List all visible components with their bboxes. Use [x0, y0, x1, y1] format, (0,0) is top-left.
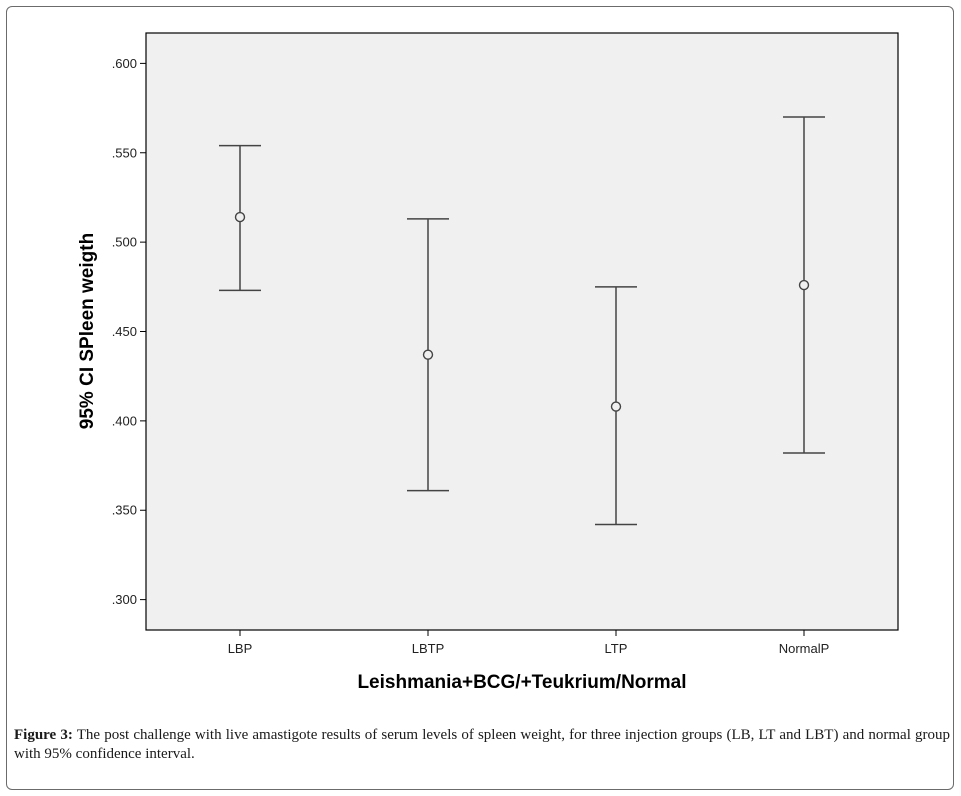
caption-text: The post challenge with live amastigote …: [14, 727, 951, 762]
x-tick-label: LBTP: [412, 641, 445, 656]
y-tick-label: .350: [112, 503, 137, 518]
caption-label: Figure 3:: [14, 727, 73, 743]
error-bars: [219, 116, 825, 526]
x-tick-label: LTP: [605, 641, 628, 656]
x-tick-label: LBP: [228, 641, 253, 656]
mean-marker-LBTP: [422, 349, 434, 360]
y-axis-ticks: .300 .350 .400 .450 .500 .550 .600: [112, 56, 146, 607]
plot-area: [145, 32, 899, 631]
mean-marker-LTP: [610, 401, 622, 412]
error-bar-chart: .300 .350 .400 .450 .500 .550 .600 LBP LBTP LTP N…: [77, 32, 899, 693]
y-axis-title: 95% CI SPleen weigth: [77, 233, 98, 429]
y-tick-label: .600: [112, 56, 137, 71]
figure-caption: Figure 3: The post challenge with live a…: [14, 726, 950, 764]
y-tick-label: .300: [112, 592, 137, 607]
y-tick-label: .550: [112, 145, 137, 160]
x-tick-label: NormalP: [779, 641, 830, 656]
mean-marker-LBP: [234, 211, 246, 223]
y-tick-label: .400: [112, 413, 137, 428]
y-tick-label: .500: [112, 235, 137, 250]
x-axis-ticks: LBP LBTP LTP NormalP: [228, 630, 830, 656]
y-tick-label: .450: [112, 324, 137, 339]
mean-marker-NormalP: [798, 279, 810, 291]
x-axis-title: Leishmania+BCG/+Teukrium/Normal: [357, 672, 686, 693]
